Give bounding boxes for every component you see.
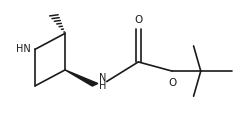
Text: HN: HN <box>16 44 31 54</box>
Text: H: H <box>99 81 106 91</box>
Text: O: O <box>168 79 177 88</box>
Polygon shape <box>65 70 98 86</box>
Text: N: N <box>99 73 106 83</box>
Text: O: O <box>134 15 142 25</box>
